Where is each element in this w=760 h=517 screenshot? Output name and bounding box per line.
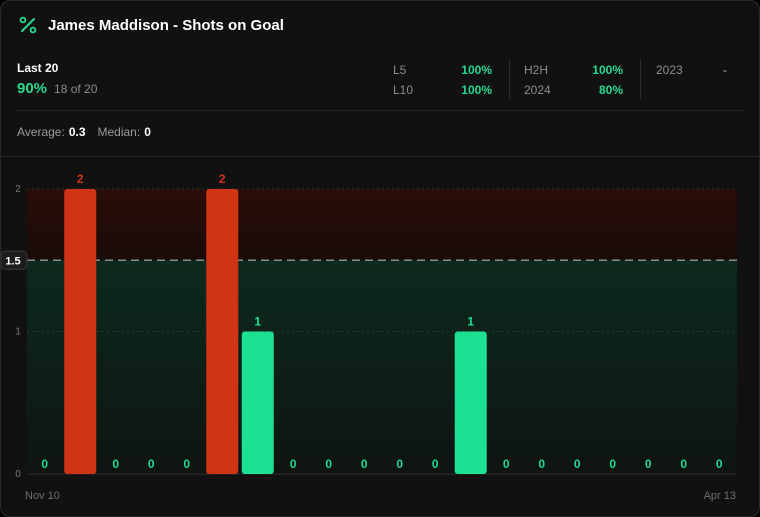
bar-value-label: 2 [77,172,84,186]
split-label-l10: L10 [393,83,414,97]
splits-divider [509,59,510,99]
bar-value-label: 0 [290,457,297,471]
bar-value-label: 0 [609,457,616,471]
section-divider [17,110,744,111]
split-value-l10: 100% [461,83,492,97]
splits-divider [640,59,641,99]
x-end-label: Apr 13 [704,490,736,502]
hit-rate-summary: 90% 18 of 20 [17,80,97,97]
bar [206,189,239,474]
split-value-l5: 100% [461,63,492,77]
bar-value-label: 0 [645,457,652,471]
chart-divider [1,156,759,157]
split-label-h2h: H2H [524,63,549,77]
bar-value-label: 0 [503,457,510,471]
average-value: 0.3 [68,125,86,139]
bar [241,331,274,474]
bar-value-label: 2 [219,172,226,186]
bar-value-label: 0 [183,457,190,471]
percent-icon [19,16,37,34]
threshold-label: 1.5 [5,255,20,267]
averages-row: Average: 0.3 Median: 0 [17,125,159,139]
split-label-2023: 2023 [656,63,683,77]
bar-value-label: 0 [325,457,332,471]
hit-detail: 18 of 20 [54,82,98,96]
bar-value-label: 0 [574,457,581,471]
period-label: Last 20 [17,61,59,75]
hit-rate: 90% [17,80,48,97]
bar-value-label: 0 [148,457,155,471]
bar [454,331,487,474]
median-label: Median: [97,125,141,139]
bar-value-label: 0 [361,457,368,471]
average-label: Average: [17,125,65,139]
bar-value-label: 0 [112,457,119,471]
bar-value-label: 0 [538,457,545,471]
split-label-l5: L5 [393,63,407,77]
split-label-2024: 2024 [524,83,551,97]
threshold-badge [1,250,28,270]
bar-value-label: 0 [41,457,48,471]
split-value-h2h: 100% [592,63,623,77]
shots-bar-chart: 0 1 2 1.5 0 2 0 0 0 2 1 0 0 0 0 0 1 0 0 0 0 0 0 0 Nov 10 Apr 13 [1,172,737,502]
bar-value-label: 0 [680,457,687,471]
y-tick-label: 0 [15,469,21,480]
bar [64,189,97,474]
y-tick-label: 2 [15,184,21,195]
y-tick-label: 1 [15,327,21,338]
page-title: James Maddison - Shots on Goal [48,16,284,34]
under-zone [27,260,737,474]
median-value: 0 [144,125,151,139]
split-value-2023: - [723,63,727,77]
bar-value-label: 1 [254,315,261,329]
bar-value-label: 0 [432,457,439,471]
over-zone [27,189,737,261]
bar-value-label: 1 [467,315,474,329]
split-value-2024: 80% [598,83,623,97]
header: James Maddison - Shots on Goal [18,13,284,37]
bar-value-label: 0 [396,457,403,471]
bar-value-label: 0 [716,457,723,471]
x-start-label: Nov 10 [25,490,60,502]
